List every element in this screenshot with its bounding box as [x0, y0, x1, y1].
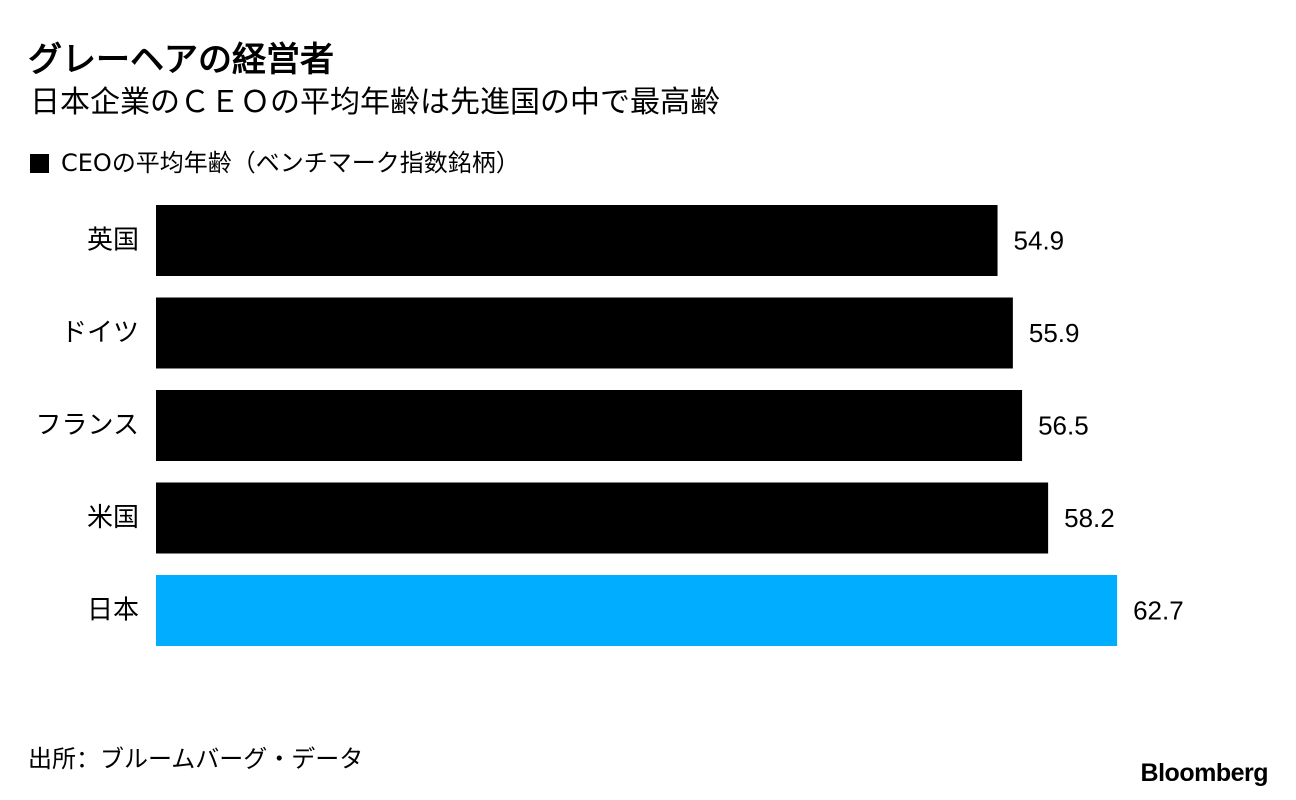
bar-3: [156, 482, 1049, 554]
chart-subtitle: 日本企業のＣＥＯの平均年齢は先進国の中で最高齢: [30, 85, 720, 120]
legend-label: CEOの平均年齢（ベンチマーク指数銘柄）: [61, 149, 520, 177]
bar-0: [156, 205, 998, 276]
category-label: 日本: [87, 596, 139, 626]
category-label: ドイツ: [61, 318, 139, 348]
value-label: 54.9: [1014, 226, 1065, 256]
bar-4: [156, 575, 1118, 646]
bar-1: [156, 297, 1013, 369]
value-label: 62.7: [1133, 596, 1184, 626]
value-label: 55.9: [1029, 318, 1080, 348]
source-note: 出所：ブルームバーグ・データ: [28, 745, 364, 773]
category-label: フランス: [36, 411, 139, 441]
legend-swatch: [30, 153, 49, 173]
bloomberg-logo: Bloomberg: [1140, 759, 1269, 787]
bar-2: [156, 390, 1023, 461]
value-label: 56.5: [1038, 411, 1089, 441]
chart-title: グレーヘアの経営者: [28, 40, 334, 80]
legend: CEOの平均年齢（ベンチマーク指数銘柄）: [30, 146, 520, 180]
value-label: 58.2: [1064, 503, 1115, 533]
category-label: 英国: [87, 226, 139, 256]
category-label: 米国: [87, 503, 139, 533]
